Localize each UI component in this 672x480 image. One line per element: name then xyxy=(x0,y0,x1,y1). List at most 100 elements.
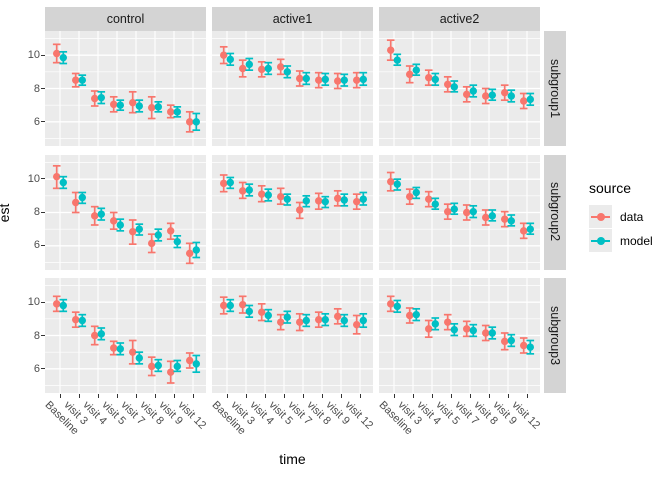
point-data xyxy=(387,177,395,185)
point-data xyxy=(220,51,228,59)
point-model xyxy=(393,56,401,64)
legend-key-data xyxy=(589,205,612,228)
facet-panel-control-subgroup2 xyxy=(45,154,206,270)
facet-panel-active2-subgroup2 xyxy=(379,154,540,270)
x-tick-mark xyxy=(78,394,80,398)
point-data xyxy=(167,108,175,116)
facet-panel-control-subgroup1 xyxy=(45,31,206,146)
point-data xyxy=(520,226,528,235)
point-model xyxy=(340,195,348,204)
point-model xyxy=(192,118,200,126)
point-model xyxy=(116,345,125,353)
y-tick-label: 8 xyxy=(33,206,40,218)
point-model xyxy=(154,103,162,111)
point-model xyxy=(173,362,181,371)
point-model xyxy=(264,190,272,199)
point-data xyxy=(239,64,247,73)
point-data xyxy=(72,76,80,84)
point-model xyxy=(226,55,234,64)
point-data xyxy=(334,312,342,321)
point-model xyxy=(173,237,181,245)
y-tick-label: 10 xyxy=(27,296,40,309)
point-model xyxy=(116,101,125,109)
y-tick-mark xyxy=(41,54,45,56)
point-model xyxy=(78,316,86,325)
point-data xyxy=(315,315,323,324)
point-model xyxy=(488,211,496,220)
point-data xyxy=(296,74,304,83)
legend-key-point xyxy=(596,236,605,245)
x-tick-mark xyxy=(97,394,99,398)
legend-items: data model xyxy=(589,205,671,252)
facet-strip-control: control xyxy=(45,7,206,31)
point-data xyxy=(334,194,342,202)
point-model xyxy=(245,185,253,194)
x-tick-mark xyxy=(321,394,323,398)
facet-panel-active2-subgroup3 xyxy=(379,278,540,393)
point-data xyxy=(110,344,118,352)
point-model xyxy=(450,325,458,334)
point-model xyxy=(469,207,477,215)
point-model xyxy=(173,108,181,116)
point-data xyxy=(406,311,414,320)
point-data xyxy=(501,88,509,97)
point-data xyxy=(315,196,323,205)
panel-canvas xyxy=(379,154,540,270)
facet-strip-active1: active1 xyxy=(212,7,373,31)
point-model xyxy=(226,178,234,186)
point-data xyxy=(277,63,285,71)
point-data xyxy=(91,94,99,103)
x-tick-mark xyxy=(173,394,175,398)
y-axis-title: est xyxy=(0,203,12,223)
point-model xyxy=(393,302,401,311)
facet-strip-subgroup3: subgroup3 xyxy=(544,278,566,393)
x-tick-mark xyxy=(488,394,490,398)
point-model xyxy=(450,204,458,213)
point-data xyxy=(258,189,266,198)
point-data xyxy=(91,331,99,340)
point-data xyxy=(91,211,99,220)
legend-key-model xyxy=(589,229,612,252)
point-model xyxy=(135,102,143,110)
point-data xyxy=(186,249,194,257)
point-data xyxy=(148,239,156,247)
point-data xyxy=(296,205,304,214)
x-tick-mark xyxy=(135,394,137,398)
point-model xyxy=(135,354,143,362)
y-tick-mark xyxy=(41,211,45,213)
point-model xyxy=(507,216,515,225)
point-model xyxy=(283,68,291,76)
facet-panel-active1-subgroup3 xyxy=(212,278,373,393)
point-model xyxy=(526,343,534,351)
x-tick-mark xyxy=(302,394,304,398)
legend-item-data: data xyxy=(589,205,671,228)
point-model xyxy=(245,307,253,316)
point-data xyxy=(72,198,80,206)
point-data xyxy=(110,100,118,109)
facet-strip-subgroup1: subgroup1 xyxy=(544,31,566,146)
point-data xyxy=(387,300,395,308)
x-tick-mark xyxy=(192,394,194,398)
point-data xyxy=(129,98,137,107)
point-data xyxy=(482,213,490,221)
point-model xyxy=(97,330,105,338)
point-data xyxy=(258,308,266,316)
point-data xyxy=(520,97,528,105)
point-data xyxy=(167,226,175,235)
point-data xyxy=(353,197,361,205)
point-model xyxy=(59,301,67,310)
x-tick-mark xyxy=(154,394,156,398)
point-data xyxy=(53,172,61,180)
point-data xyxy=(220,179,228,187)
point-model xyxy=(264,64,272,73)
point-model xyxy=(431,320,439,328)
y-tick-mark xyxy=(41,88,45,90)
point-model xyxy=(359,316,367,325)
point-data xyxy=(148,103,156,112)
point-model xyxy=(412,310,420,319)
point-model xyxy=(321,75,329,84)
point-model xyxy=(526,224,534,233)
point-data xyxy=(387,46,395,54)
y-tick-label: 8 xyxy=(33,82,40,95)
